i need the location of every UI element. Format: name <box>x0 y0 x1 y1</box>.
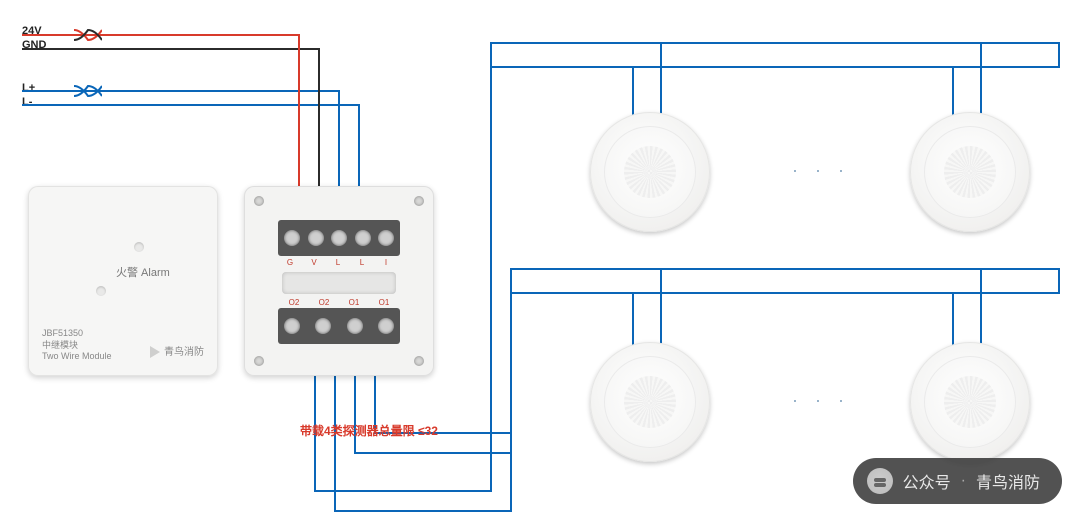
join1 <box>490 490 492 492</box>
led-indicator <box>134 242 144 252</box>
loop2-drop-d2a <box>952 292 954 348</box>
pin-label: O2 <box>284 298 304 307</box>
ellipsis-icon: · · · <box>792 390 850 411</box>
out-h2 <box>334 510 512 512</box>
badge-name: 青鸟消防 <box>976 469 1040 493</box>
label-gnd: GND <box>22 39 46 51</box>
loop1-drop-d1a <box>632 66 634 120</box>
pin-label: O1 <box>344 298 364 307</box>
loop2-bus-top <box>510 268 1060 270</box>
wire-lminus <box>22 104 360 106</box>
out-h1 <box>314 490 492 492</box>
loop1-drop-d2b <box>980 42 982 120</box>
join2 <box>510 432 512 512</box>
terminal-screw-icon <box>331 230 347 246</box>
relay-module-cover: 火警 Alarm JBF51350 中继模块 Two Wire Module 青… <box>28 186 218 376</box>
label-24v: 24V <box>22 25 42 37</box>
led-indicator <box>96 286 106 296</box>
label-lplus: L+ <box>22 82 35 94</box>
terminal-screw-icon <box>315 318 331 334</box>
terminal-row-bottom <box>278 308 400 344</box>
wire-24v <box>22 34 300 36</box>
alarm-label: 火警 Alarm <box>116 264 170 280</box>
terminal-screw-icon <box>284 230 300 246</box>
smoke-detector <box>590 112 710 232</box>
terminal-screw-icon <box>378 230 394 246</box>
pin-label: I <box>376 258 396 267</box>
terminal-box: G V L L I O2 O2 O1 O1 <box>244 186 434 376</box>
loop2-left-v <box>510 268 512 512</box>
loop1-left-v <box>490 42 492 492</box>
ellipsis-icon: · · · <box>792 160 850 181</box>
pin-label: L <box>352 258 372 267</box>
module-name-en: Two Wire Module <box>42 351 112 362</box>
smoke-detector <box>910 342 1030 462</box>
capacity-note: 带载4类探测器总量限 ≤32 <box>300 422 438 439</box>
module-footer: JBF51350 中继模块 Two Wire Module <box>42 328 112 362</box>
loop2-right-cap <box>1058 268 1060 294</box>
screw-hole-icon <box>414 356 424 366</box>
wire-twist-icon <box>74 28 102 42</box>
label-lminus: L- <box>22 96 32 108</box>
terminal-screw-icon <box>355 230 371 246</box>
wire-gnd <box>22 48 320 50</box>
brand-text: 青鸟消防 <box>164 347 204 358</box>
loop1-bus-top <box>490 42 1060 44</box>
screw-hole-icon <box>254 356 264 366</box>
wechat-badge[interactable]: 公众号 · 青鸟消防 <box>853 458 1062 504</box>
terminal-screw-icon <box>378 318 394 334</box>
pin-label: V <box>304 258 324 267</box>
loop1-right-cap <box>1058 42 1060 68</box>
brand-logo: 青鸟消防 <box>150 343 204 358</box>
terminal-screw-icon <box>347 318 363 334</box>
center-slot <box>282 272 396 294</box>
terminal-screw-icon <box>284 318 300 334</box>
wire-lplus <box>22 90 340 92</box>
screw-hole-icon <box>414 196 424 206</box>
pin-label: O2 <box>314 298 334 307</box>
pin-label: L <box>328 258 348 267</box>
loop2-bus-bot <box>510 292 1060 294</box>
smoke-detector <box>590 342 710 462</box>
loop2-drop-d1a <box>632 292 634 348</box>
module-name-cn: 中继模块 <box>42 340 112 351</box>
loop2-drop-d2b <box>980 268 982 348</box>
loop2-drop-d1b <box>660 268 662 348</box>
badge-prefix: 公众号 <box>903 469 951 493</box>
badge-dot-icon: · <box>961 472 966 490</box>
terminal-screw-icon <box>308 230 324 246</box>
pin-label: O1 <box>374 298 394 307</box>
out-h3 <box>354 452 512 454</box>
terminal-row-top <box>278 220 400 256</box>
wechat-icon <box>867 468 893 494</box>
loop1-bus-bot <box>490 66 1060 68</box>
loop1-drop-d2a <box>952 66 954 120</box>
pin-label: G <box>280 258 300 267</box>
wire-twist-icon <box>74 84 102 98</box>
loop1-drop-d1b <box>660 42 662 120</box>
smoke-detector <box>910 112 1030 232</box>
module-model: JBF51350 <box>42 328 112 339</box>
screw-hole-icon <box>254 196 264 206</box>
wiring-diagram: 24V GND L+ L- 火警 Alarm <box>0 0 1080 526</box>
